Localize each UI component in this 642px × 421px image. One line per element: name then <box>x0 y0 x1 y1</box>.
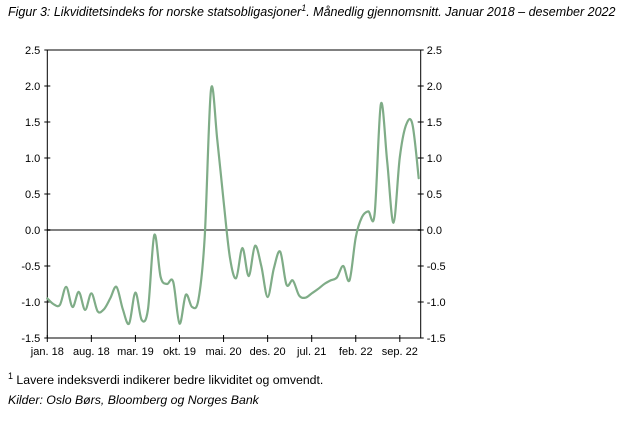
x-axis-label: feb. 22 <box>339 346 373 358</box>
footnote-marker: 1 <box>8 370 14 381</box>
figure-title-rest: . Månedlig gjennomsnitt. Januar 2018 – d… <box>306 5 616 19</box>
y-axis-label-left: -0.5 <box>21 261 40 273</box>
y-axis-label-left: 1.5 <box>25 117 40 129</box>
y-axis-label-right: 2.0 <box>427 81 442 93</box>
x-axis-label: des. 20 <box>250 346 286 358</box>
x-axis-label: okt. 19 <box>163 346 196 358</box>
source-line: Kilder: Oslo Børs, Bloomberg og Norges B… <box>8 393 259 407</box>
liquidity-line <box>46 85 420 326</box>
x-axis-label: mar. 19 <box>117 346 154 358</box>
footnote: 1 Lavere indeksverdi indikerer bedre lik… <box>8 370 324 388</box>
figure-title: Figur 3: Likviditetsindeks for norske st… <box>8 3 630 22</box>
y-axis-label-right: 0.0 <box>427 225 442 237</box>
y-axis-label-right: -1.5 <box>427 333 446 345</box>
y-axis-label-right: -1.0 <box>427 297 446 309</box>
title-footnote-marker: 1 <box>301 2 307 13</box>
plot-frame <box>46 49 422 339</box>
y-axis-label-left: 1.0 <box>25 153 40 165</box>
x-axis-label: sep. 22 <box>382 346 418 358</box>
figure-title-text: Figur 3: Likviditetsindeks for norske st… <box>8 5 302 19</box>
y-axis-label-left: -1.5 <box>21 333 40 345</box>
y-axis-label-right: 1.0 <box>427 153 442 165</box>
y-axis-label-right: 0.5 <box>427 189 442 201</box>
y-axis-label-left: -1.0 <box>21 297 40 309</box>
x-axis-label: mai. 20 <box>206 346 242 358</box>
y-axis-label-left: 0.5 <box>25 189 40 201</box>
y-axis-label-left: 0.0 <box>25 225 40 237</box>
y-axis-label-right: 2.5 <box>427 45 442 57</box>
footnote-text: Lavere indeksverdi indikerer bedre likvi… <box>13 373 324 387</box>
y-axis-label-left: 2.5 <box>25 45 40 57</box>
x-axis-label: jul. 21 <box>296 346 326 358</box>
x-axis-label: jan. 18 <box>30 346 64 358</box>
y-axis-label-right: 1.5 <box>427 117 442 129</box>
y-axis-label-left: 2.0 <box>25 81 40 93</box>
y-axis-label-right: -0.5 <box>427 261 446 273</box>
x-axis-label: aug. 18 <box>73 346 110 358</box>
liquidity-index-chart: 2.5 2.5 2.0 2.0 1.5 1.5 1.0 1.0 0.5 0.5 0.0 0.0 -0.5… <box>21 45 446 358</box>
